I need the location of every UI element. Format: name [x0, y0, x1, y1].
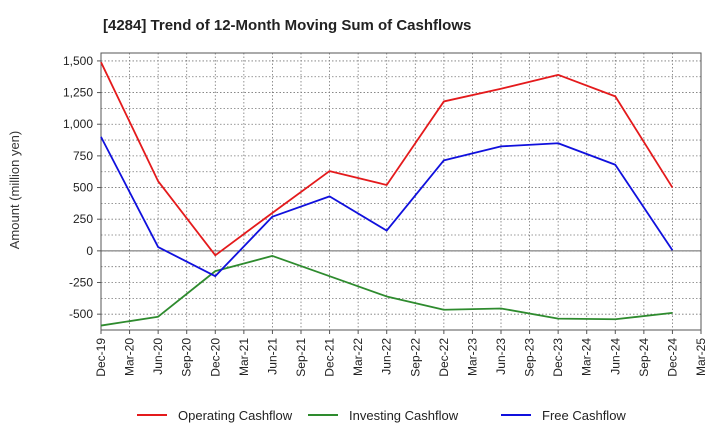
y-tick-label: 500	[73, 181, 93, 195]
y-tick-label: 1,250	[63, 86, 93, 100]
legend-label: Investing Cashflow	[349, 408, 459, 423]
x-tick-label: Sep-23	[523, 338, 537, 377]
x-tick-label: Dec-20	[208, 338, 222, 377]
y-axis-label: Amount (million yen)	[7, 131, 22, 250]
x-tick-label: Jun-21	[265, 338, 279, 375]
x-tick-label: Mar-23	[465, 338, 479, 376]
chart-title: [4284] Trend of 12-Month Moving Sum of C…	[103, 17, 471, 34]
series-line-free-cashflow	[100, 136, 674, 278]
x-tick-label: Dec-22	[437, 338, 451, 377]
x-tick-label: Mar-20	[123, 338, 137, 376]
y-tick-label: 750	[73, 149, 93, 163]
y-tick-label: 1,500	[63, 54, 93, 68]
x-tick-label: Sep-21	[294, 338, 308, 377]
x-tick-label: Jun-22	[380, 338, 394, 375]
x-tick-label: Jun-20	[151, 338, 165, 375]
x-tick-label: Mar-22	[351, 338, 365, 376]
plot-frame	[100, 52, 702, 331]
x-tick-label: Jun-23	[494, 338, 508, 375]
legend-label: Free Cashflow	[542, 408, 626, 423]
x-tick-label: Sep-24	[637, 338, 651, 377]
plot-area: 1,500 1,250 1,000 750 500 250 0 -250 -500 Dec-19 M…	[63, 52, 708, 377]
x-tick-label: Mar-21	[237, 338, 251, 376]
x-tick-label: Dec-23	[551, 338, 565, 377]
y-tick-label: 1,000	[63, 117, 93, 131]
y-tick-label: -500	[69, 307, 93, 321]
series-line-operating-cashflow	[100, 61, 674, 257]
x-tick-label: Dec-24	[665, 338, 679, 377]
x-tick-label: Jun-24	[608, 338, 622, 375]
x-tick-label: Sep-22	[408, 338, 422, 377]
x-tick-label: Mar-24	[580, 338, 594, 376]
legend-label: Operating Cashflow	[178, 408, 293, 423]
legend-item-operating-cashflow: Operating Cashflow	[137, 408, 293, 423]
legend-item-investing-cashflow: Investing Cashflow	[308, 408, 459, 423]
x-tick-label: Dec-19	[94, 338, 108, 377]
x-tick-label: Mar-25	[694, 338, 708, 376]
y-tick-label: 0	[86, 244, 93, 258]
legend: Operating Cashflow Investing Cashflow Free…	[137, 408, 626, 423]
x-tick-label: Sep-20	[180, 338, 194, 377]
y-tick-label: 250	[73, 212, 93, 226]
y-tick-label: -250	[69, 276, 93, 290]
series-line-investing-cashflow	[100, 255, 673, 327]
x-tick-label: Dec-21	[323, 338, 337, 377]
plot-background	[101, 53, 701, 330]
legend-item-free-cashflow: Free Cashflow	[501, 408, 626, 423]
